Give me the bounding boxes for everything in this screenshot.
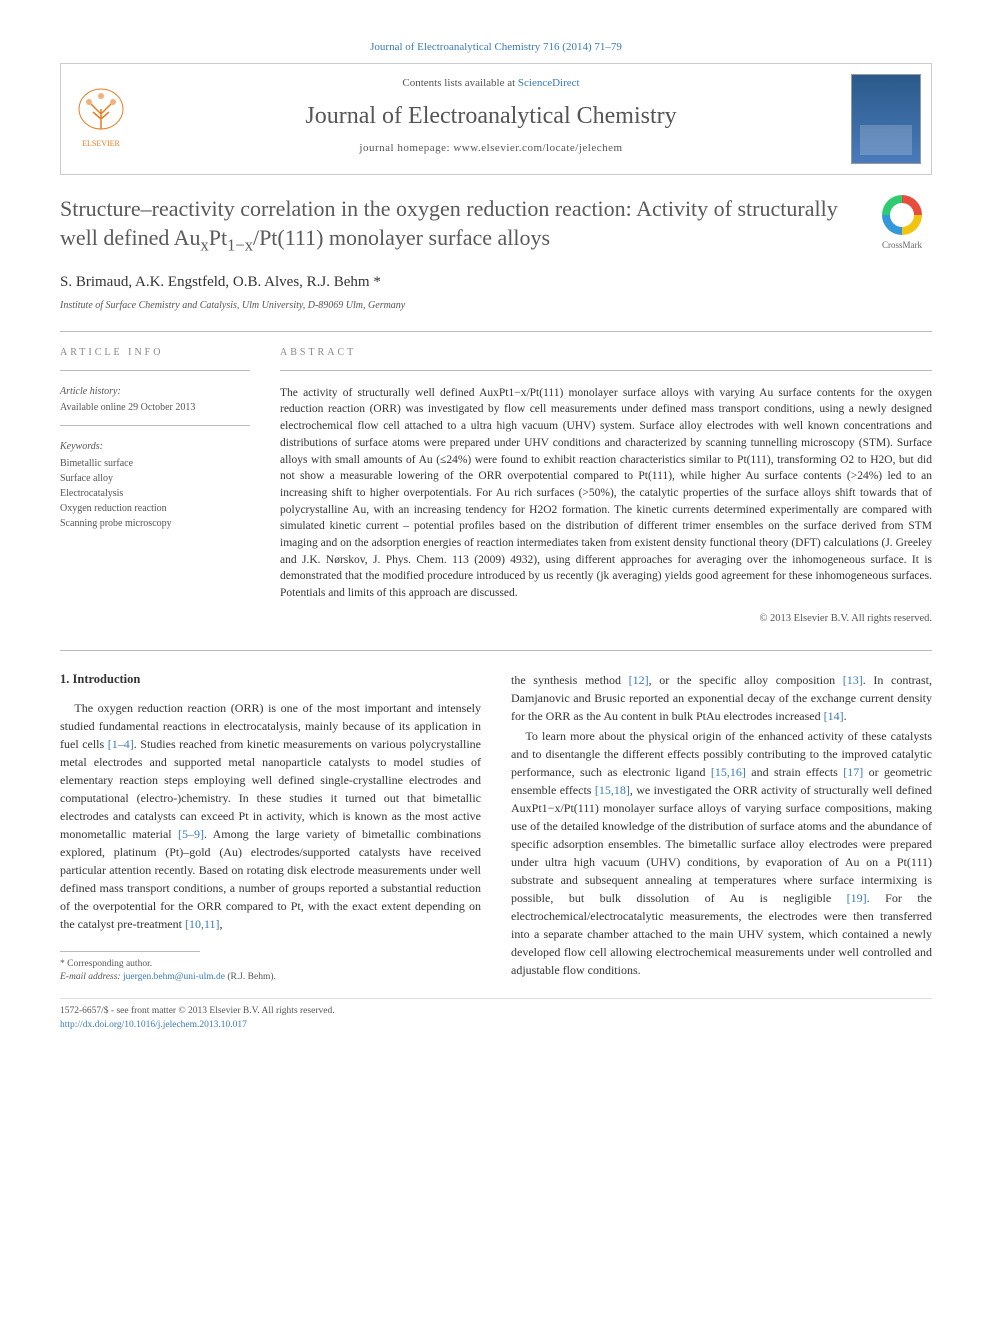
contents-available-line: Contents lists available at ScienceDirec…	[151, 76, 831, 91]
sciencedirect-link[interactable]: ScienceDirect	[518, 77, 580, 89]
body-paragraph: The oxygen reduction reaction (ORR) is o…	[60, 699, 481, 933]
body-text: and strain effects	[746, 765, 843, 779]
body-text: the synthesis method	[511, 673, 629, 687]
header-citation: Journal of Electroanalytical Chemistry 7…	[60, 40, 932, 55]
body-text: , or the specific alloy composition	[649, 673, 843, 687]
body-paragraph: the synthesis method [12], or the specif…	[511, 671, 932, 725]
homepage-url[interactable]: www.elsevier.com/locate/jelechem	[453, 142, 622, 154]
contents-prefix: Contents lists available at	[402, 77, 517, 89]
footer-left: 1572-6657/$ - see front matter © 2013 El…	[60, 1005, 335, 1032]
history-label: Article history:	[60, 385, 250, 399]
abstract-column: ABSTRACT The activity of structurally we…	[280, 346, 932, 626]
citation-link[interactable]: [5–9]	[178, 827, 204, 841]
body-text: .	[844, 709, 847, 723]
footnote-divider	[60, 951, 200, 952]
front-matter-line: 1572-6657/$ - see front matter © 2013 El…	[60, 1005, 335, 1018]
body-text: . Among the large variety of bimetallic …	[60, 827, 481, 931]
abstract-copyright: © 2013 Elsevier B.V. All rights reserved…	[280, 612, 932, 627]
homepage-prefix: journal homepage:	[359, 142, 453, 154]
info-abstract-row: ARTICLE INFO Article history: Available …	[60, 346, 932, 626]
citation-link[interactable]: [10,11]	[185, 917, 220, 931]
email-suffix: (R.J. Behm).	[225, 972, 276, 982]
divider	[60, 331, 932, 332]
keyword-item: Oxygen reduction reaction	[60, 501, 250, 516]
citation-link[interactable]: [14]	[824, 709, 844, 723]
section-heading: 1. Introduction	[60, 671, 481, 689]
citation-link[interactable]: [1–4]	[108, 737, 134, 751]
body-column-right: the synthesis method [12], or the specif…	[511, 671, 932, 984]
crossmark-badge[interactable]: CrossMark	[872, 195, 932, 252]
body-paragraph: To learn more about the physical origin …	[511, 727, 932, 979]
journal-homepage-line: journal homepage: www.elsevier.com/locat…	[151, 141, 831, 156]
affiliation-line: Institute of Surface Chemistry and Catal…	[60, 299, 932, 313]
keywords-label: Keywords:	[60, 440, 250, 454]
journal-header-box: ELSEVIER Contents lists available at Sci…	[60, 63, 932, 175]
journal-name: Journal of Electroanalytical Chemistry	[151, 100, 831, 134]
keyword-item: Electrocatalysis	[60, 486, 250, 501]
body-text: . Studies reached from kinetic measureme…	[60, 737, 481, 841]
citation-link[interactable]: [12]	[629, 673, 649, 687]
body-two-column: 1. Introduction The oxygen reduction rea…	[60, 671, 932, 984]
divider	[60, 425, 250, 426]
corresponding-author-footnote: * Corresponding author. E-mail address: …	[60, 958, 481, 985]
email-label: E-mail address:	[60, 972, 123, 982]
citation-link[interactable]: [19]	[847, 891, 867, 905]
page-footer: 1572-6657/$ - see front matter © 2013 El…	[60, 998, 932, 1032]
divider	[60, 650, 932, 651]
citation-link[interactable]: [13]	[843, 673, 863, 687]
elsevier-tree-logo: ELSEVIER	[71, 84, 131, 154]
keywords-list: Bimetallic surface Surface alloy Electro…	[60, 456, 250, 531]
title-row: Structure–reactivity correlation in the …	[60, 195, 932, 255]
history-text: Available online 29 October 2013	[60, 401, 250, 415]
author-email-link[interactable]: juergen.behm@uni-ulm.de	[123, 972, 225, 982]
divider	[60, 370, 250, 371]
body-column-left: 1. Introduction The oxygen reduction rea…	[60, 671, 481, 984]
svg-text:ELSEVIER: ELSEVIER	[82, 139, 120, 148]
abstract-text: The activity of structurally well define…	[280, 385, 932, 602]
body-text: ,	[220, 917, 223, 931]
authors-line: S. Brimaud, A.K. Engstfeld, O.B. Alves, …	[60, 272, 932, 293]
abstract-heading: ABSTRACT	[280, 346, 932, 360]
citation-link[interactable]: [15,18]	[595, 783, 630, 797]
keyword-item: Bimetallic surface	[60, 456, 250, 471]
body-text: , we investigated the ORR activity of st…	[511, 783, 932, 905]
citation-link[interactable]: [17]	[843, 765, 863, 779]
divider	[280, 370, 932, 371]
crossmark-label: CrossMark	[882, 240, 922, 250]
corresponding-label: * Corresponding author.	[60, 958, 481, 971]
citation-link[interactable]: [15,16]	[711, 765, 746, 779]
crossmark-icon	[882, 195, 922, 235]
article-title: Structure–reactivity correlation in the …	[60, 195, 852, 255]
email-line: E-mail address: juergen.behm@uni-ulm.de …	[60, 971, 481, 984]
article-info-heading: ARTICLE INFO	[60, 346, 250, 360]
publisher-logo-cell: ELSEVIER	[61, 64, 141, 174]
article-info-column: ARTICLE INFO Article history: Available …	[60, 346, 250, 626]
keyword-item: Scanning probe microscopy	[60, 516, 250, 531]
journal-cover-thumbnail	[851, 74, 921, 164]
journal-cover-cell	[841, 64, 931, 174]
doi-link[interactable]: http://dx.doi.org/10.1016/j.jelechem.201…	[60, 1020, 247, 1030]
journal-header-center: Contents lists available at ScienceDirec…	[141, 64, 841, 174]
keyword-item: Surface alloy	[60, 471, 250, 486]
